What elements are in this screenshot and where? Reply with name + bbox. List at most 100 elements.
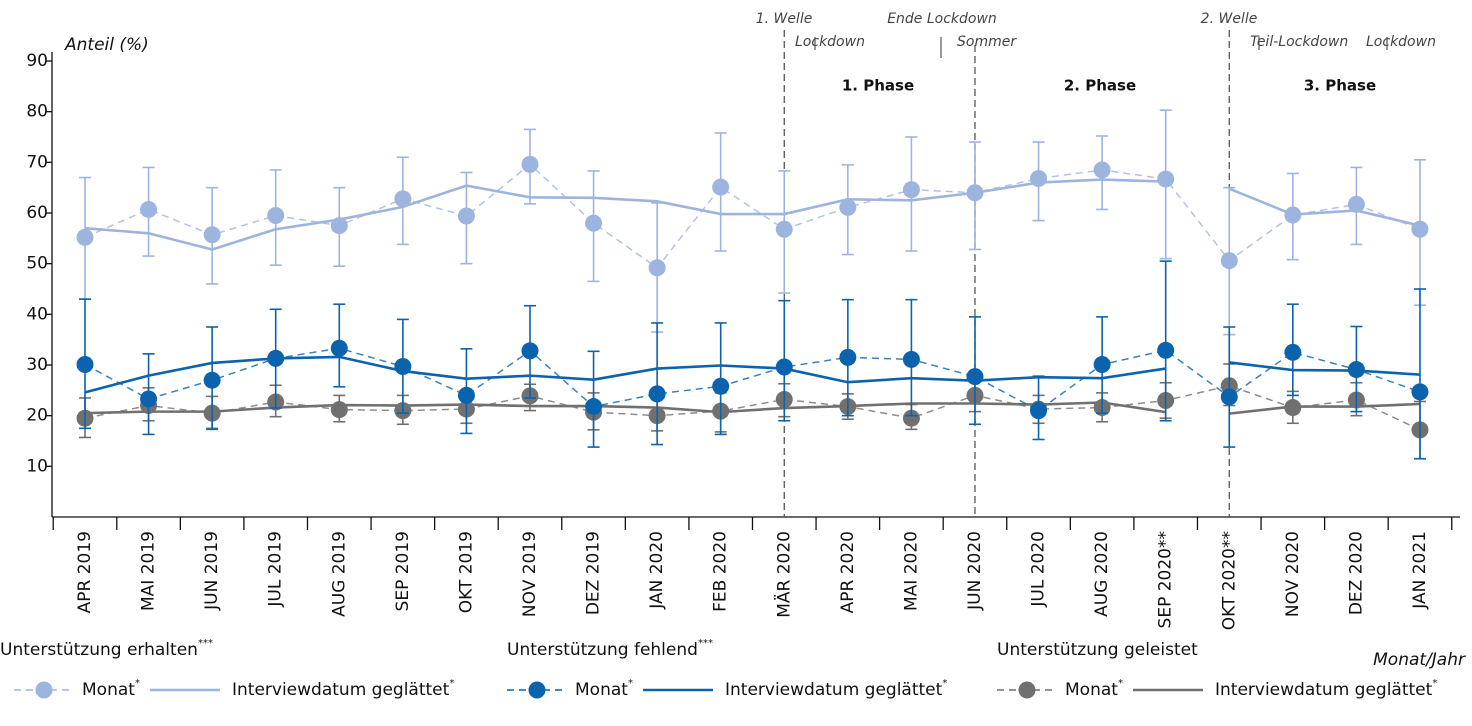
monthly-dot	[966, 184, 984, 202]
x-tick-label: MAI 2019	[139, 531, 159, 611]
y-tick-label: 40	[26, 304, 48, 324]
event-label: 2. Welle	[1201, 11, 1258, 27]
x-tick-label: NOV 2019	[520, 531, 540, 617]
monthly-dot	[1220, 252, 1238, 270]
x-tick-label: JAN 2021	[1410, 531, 1430, 610]
monthly-dot	[902, 350, 920, 368]
monthly-dot	[1284, 206, 1302, 224]
y-tick-label: 60	[26, 203, 48, 223]
x-tick-label: DEZ 2020	[1346, 531, 1366, 615]
x-tick-label: AUG 2019	[329, 531, 349, 617]
monthly-dot	[648, 385, 666, 403]
monthly-dot	[839, 348, 857, 366]
event-label: Lockdown	[795, 34, 865, 50]
monthly-dot	[1411, 383, 1429, 401]
monthly-dot	[1030, 170, 1048, 188]
monthly-dot	[330, 401, 348, 419]
monthly-dot	[1347, 195, 1365, 213]
smoothed-line	[84, 355, 1166, 394]
x-tick-label: JUN 2020	[965, 531, 985, 611]
monthly-line	[84, 347, 1421, 412]
legend-item: Interviewdatum geglättet*	[1215, 678, 1437, 700]
monthly-dot	[330, 217, 348, 235]
y-tick-label: 10	[26, 456, 48, 476]
monthly-dot	[1030, 402, 1048, 420]
monthly-dot	[1220, 388, 1238, 406]
y-tick-label: 30	[26, 355, 48, 375]
legend-item-sup: *	[942, 678, 947, 689]
y-tick-label: 90	[26, 51, 48, 71]
phase-label: 1. Phase	[842, 77, 914, 95]
monthly-dot	[521, 155, 539, 173]
monthly-dot	[140, 390, 158, 408]
monthly-dot	[457, 207, 475, 225]
monthly-dot	[1284, 399, 1302, 417]
legend-item: Interviewdatum geglättet*	[725, 678, 947, 700]
legend-group-title: Unterstützung geleistet	[997, 640, 1198, 660]
monthly-dot	[775, 358, 793, 376]
monthly-dot	[76, 355, 94, 373]
monthly-dot	[1347, 361, 1365, 379]
legend-item-text: Monat	[82, 680, 135, 700]
monthly-dot	[902, 409, 920, 427]
monthly-dot	[1411, 220, 1429, 238]
event-label: Sommer	[957, 34, 1017, 50]
x-tick-label: NOV 2020	[1283, 531, 1303, 617]
monthly-line	[84, 163, 1421, 269]
legend-group-title-text: Unterstützung fehlend	[507, 640, 698, 660]
legend-item: Monat*	[575, 678, 633, 700]
legend-item-sup: *	[628, 678, 633, 689]
event-label: 1. Welle	[756, 11, 813, 27]
monthly-dot	[1157, 341, 1175, 359]
smoothed-line	[1228, 187, 1421, 227]
y-tick-label: 70	[26, 152, 48, 172]
legend-item-text: Interviewdatum geglättet	[232, 680, 450, 700]
legend-item: Interviewdatum geglättet*	[232, 678, 454, 700]
x-tick-label: AUG 2020	[1092, 531, 1112, 617]
y-tick-label: 50	[26, 254, 48, 274]
y-axis-label: Anteil (%)	[64, 35, 149, 55]
x-tick-label: FEB 2020	[711, 531, 731, 612]
phase-label: 3. Phase	[1304, 77, 1376, 95]
monthly-dot	[521, 342, 539, 360]
x-tick-label: JUN 2019	[202, 531, 222, 611]
x-tick-label: OKT 2019	[456, 531, 476, 613]
legend-item-sup: *	[135, 678, 140, 689]
x-tick-label: MAI 2020	[901, 531, 921, 611]
legend-dot	[1018, 681, 1036, 699]
monthly-dot	[1157, 170, 1175, 188]
monthly-line	[84, 384, 1421, 431]
monthly-dot	[394, 358, 412, 376]
monthly-dot	[966, 368, 984, 386]
legend-dot	[35, 681, 53, 699]
legend-group-title-sup: ***	[198, 638, 213, 649]
x-tick-label: JAN 2020	[647, 531, 667, 610]
event-label: Ende Lockdown	[887, 11, 997, 27]
monthly-dot	[1284, 343, 1302, 361]
legend-group-title-sup: ***	[698, 638, 713, 649]
x-tick-label: DEZ 2019	[584, 531, 604, 615]
y-tick-label: 20	[26, 406, 48, 426]
legend-item: Monat*	[82, 678, 140, 700]
smoothed-line	[84, 401, 1166, 415]
x-tick-label: SEP 2019	[393, 531, 413, 611]
legend-item: Monat*	[1065, 678, 1123, 700]
event-label: Teil-Lockdown	[1250, 34, 1348, 50]
x-tick-label: JUL 2019	[266, 531, 286, 608]
legend-item-text: Interviewdatum geglättet	[725, 680, 943, 700]
legend-group-title: Unterstützung erhalten***	[0, 638, 213, 660]
monthly-dot	[76, 228, 94, 246]
monthly-dot	[712, 178, 730, 196]
monthly-dot	[1093, 355, 1111, 373]
monthly-dot	[457, 386, 475, 404]
smoothed-line	[1229, 402, 1421, 415]
legend-item-text: Monat	[1065, 680, 1118, 700]
y-tick-label: 80	[26, 102, 48, 122]
legend-item-sup: *	[449, 678, 454, 689]
smoothed-line	[1229, 361, 1421, 376]
legend-item-sup: *	[1432, 678, 1437, 689]
phase-label: 2. Phase	[1064, 77, 1136, 95]
smoothed-line	[84, 178, 1166, 251]
x-axis-label: Monat/Jahr	[1373, 650, 1466, 670]
